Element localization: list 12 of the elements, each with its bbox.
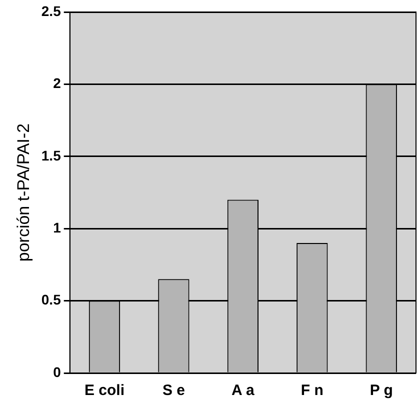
- y-axis-title: porción t-PA/PAI-2: [14, 123, 33, 262]
- x-tick-label: S e: [162, 382, 185, 400]
- y-tick-label: 1.5: [41, 147, 62, 164]
- y-tick-label: 0.5: [41, 292, 62, 308]
- x-tick-label: E coli: [84, 382, 124, 400]
- y-tick-label: 2: [53, 75, 62, 92]
- x-tick-label: P g: [370, 382, 393, 400]
- x-tick-label: A a: [232, 382, 255, 400]
- y-tick-label: 0: [53, 364, 62, 380]
- y-tick-label: 2.5: [41, 2, 62, 19]
- y-tick-label: 1: [53, 219, 62, 236]
- x-tick-label: F n: [300, 382, 324, 400]
